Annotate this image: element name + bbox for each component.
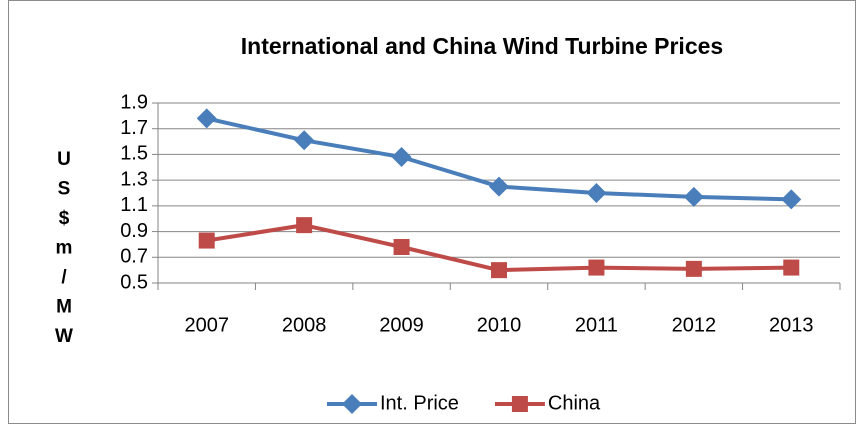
marker	[781, 189, 802, 210]
marker	[393, 239, 410, 255]
x-tick-label: 2012	[672, 314, 717, 336]
x-tick-label: 2010	[477, 314, 522, 336]
y-tick-label: 1.7	[120, 117, 148, 139]
legend-label: China	[548, 392, 601, 414]
y-axis-label: U S $ m / M W	[55, 149, 73, 347]
marker	[685, 260, 702, 277]
x-tick-label: 2008	[282, 314, 327, 336]
y-tick-label: 0.5	[120, 271, 148, 293]
y-tick-label: 0.7	[120, 246, 148, 268]
marker	[683, 186, 704, 207]
marker	[198, 232, 215, 249]
y-tick-label: 1.9	[120, 91, 148, 113]
marker	[511, 396, 528, 412]
x-tick-label: 2013	[769, 314, 814, 336]
marker	[196, 108, 217, 129]
marker	[783, 259, 800, 276]
chart-frame	[8, 0, 856, 424]
y-tick-label: 0.9	[120, 220, 148, 242]
y-tick-label: 1.5	[120, 143, 148, 165]
x-tick-label: 2009	[379, 314, 424, 336]
x-tick-label: 2007	[184, 314, 229, 336]
legend-label: Int. Price	[380, 392, 459, 414]
marker	[294, 130, 315, 151]
y-tick-label: 1.1	[120, 194, 148, 216]
marker	[588, 259, 605, 276]
marker	[586, 183, 607, 203]
marker	[296, 217, 313, 234]
chart-title: International and China Wind Turbine Pri…	[241, 33, 723, 59]
marker	[491, 262, 507, 279]
marker	[342, 394, 362, 414]
x-tick-label: 2011	[575, 314, 618, 336]
marker	[489, 176, 509, 197]
marker	[391, 147, 412, 167]
y-tick-label: 1.3	[120, 168, 148, 190]
